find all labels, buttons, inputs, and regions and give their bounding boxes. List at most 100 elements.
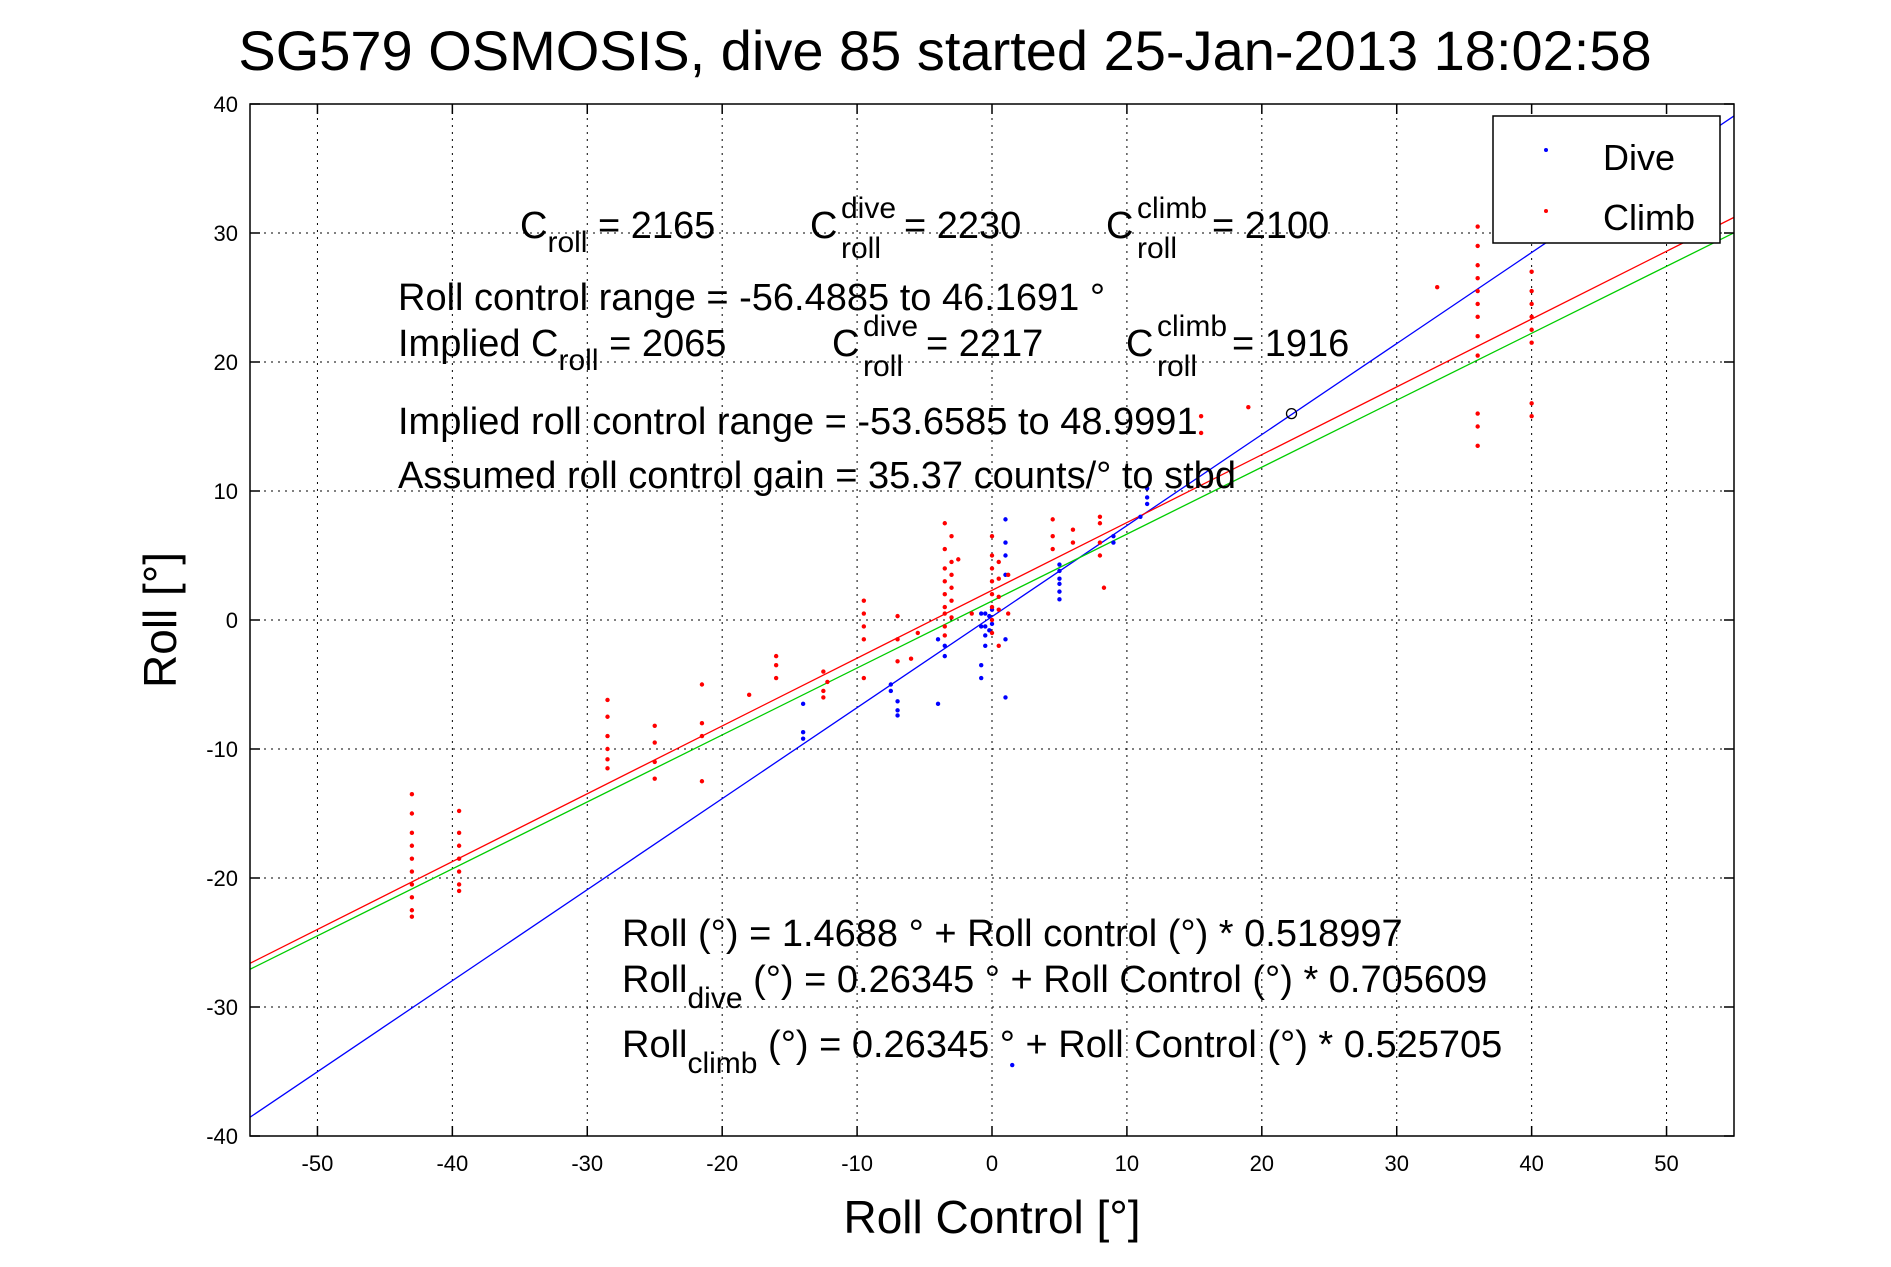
c-roll-dive-value: = 2230 [904, 205, 1021, 247]
data-point [1246, 404, 1251, 410]
data-point [949, 559, 954, 565]
c-roll-climb-sup: climb [1137, 192, 1207, 225]
data-point [821, 669, 826, 674]
data-point [1529, 288, 1534, 294]
data-point [949, 572, 954, 578]
data-point [1003, 553, 1008, 558]
data-point [456, 808, 462, 814]
data-point [409, 811, 415, 816]
fit-line-0 [250, 115, 1734, 1118]
data-point [861, 637, 867, 642]
data-point [1101, 585, 1107, 590]
legend-climb-marker [1544, 209, 1548, 213]
legend-dive-label: Dive [1603, 137, 1675, 178]
x-tick-label: -10 [841, 1151, 873, 1176]
implied-dive-sub: roll [863, 350, 903, 383]
data-point [1475, 263, 1480, 268]
y-axis-ticks: -40 -30 -20 -10 0 10 20 30 40 [206, 92, 1734, 1149]
data-point [1057, 576, 1062, 581]
data-point [605, 733, 610, 739]
legend-climb-label: Climb [1603, 197, 1695, 238]
c-roll-label: Croll = 2165 [520, 205, 715, 259]
data-points [409, 224, 1534, 1068]
data-point [1050, 517, 1055, 522]
data-point [942, 653, 947, 659]
data-point [652, 759, 657, 765]
data-point [989, 630, 995, 636]
data-point [996, 576, 1001, 581]
data-point [456, 843, 462, 848]
data-point [1475, 443, 1480, 449]
data-point [1097, 553, 1103, 558]
fit-climb-label: Rollclimb (°) = 0.26345 ° + Roll Control… [622, 1024, 1502, 1080]
data-point [409, 791, 415, 797]
c-roll-dive-sub: roll [841, 232, 881, 265]
data-point [699, 721, 705, 726]
data-point [1111, 533, 1116, 539]
data-point [1070, 527, 1076, 532]
data-point [652, 740, 657, 745]
data-point [888, 688, 894, 694]
y-tick-label: 0 [226, 608, 238, 633]
c-roll-dive-sup: dive [841, 192, 896, 225]
data-point [983, 611, 988, 616]
gain-label: Assumed roll control gain = 35.37 counts… [398, 455, 1236, 497]
y-axis-label: Roll [°] [134, 552, 186, 688]
data-point [942, 633, 947, 638]
data-point [996, 594, 1001, 599]
data-point [456, 869, 462, 874]
data-point [1097, 521, 1103, 526]
data-point [1475, 243, 1480, 249]
data-point [1070, 540, 1076, 545]
series-dive [800, 486, 1150, 1068]
data-point [996, 643, 1001, 648]
data-point [989, 553, 995, 558]
data-point [989, 592, 995, 597]
data-point [605, 746, 610, 752]
data-point [1003, 540, 1008, 545]
data-point [409, 908, 415, 913]
data-point [409, 895, 415, 900]
legend-dive-marker [1544, 148, 1548, 152]
data-point [800, 701, 806, 707]
x-tick-label: 20 [1250, 1151, 1274, 1176]
data-point [1475, 288, 1480, 294]
data-point [699, 779, 705, 784]
data-point [1057, 581, 1062, 587]
data-point [996, 559, 1001, 565]
data-point [979, 662, 984, 668]
data-point [1005, 572, 1011, 578]
x-axis-ticks: -50 -40 -30 -20 -10 0 10 20 30 40 50 [302, 104, 1679, 1176]
data-point [989, 617, 995, 623]
data-point [942, 566, 947, 571]
c-roll-climb-value: = 2100 [1212, 205, 1329, 247]
chart-title: SG579 OSMOSIS, dive 85 started 25-Jan-20… [238, 19, 1651, 82]
y-tick-label: 20 [214, 350, 238, 375]
data-point [1144, 486, 1150, 491]
data-point [1475, 301, 1480, 307]
data-point [908, 656, 914, 661]
implied-dive-label: C [832, 323, 859, 365]
data-point [861, 624, 867, 629]
data-point [1475, 224, 1480, 229]
data-point [942, 604, 947, 610]
data-point [1529, 401, 1534, 406]
x-tick-label: 10 [1115, 1151, 1139, 1176]
implied-climb-value: = 1916 [1232, 323, 1349, 365]
data-point [861, 598, 867, 603]
x-tick-label: 30 [1384, 1151, 1408, 1176]
x-tick-label: -40 [436, 1151, 468, 1176]
implied-range: Implied roll control range = -53.6585 to… [398, 401, 1198, 443]
data-point [456, 856, 462, 861]
data-point [969, 611, 974, 616]
data-point [949, 598, 954, 603]
data-point [1003, 695, 1008, 700]
data-point [942, 579, 947, 584]
x-tick-label: -20 [706, 1151, 738, 1176]
data-point [652, 723, 657, 728]
data-point [979, 624, 984, 629]
data-point [942, 521, 947, 526]
data-point [1198, 413, 1204, 419]
data-point [1475, 314, 1480, 320]
data-point [888, 682, 894, 687]
